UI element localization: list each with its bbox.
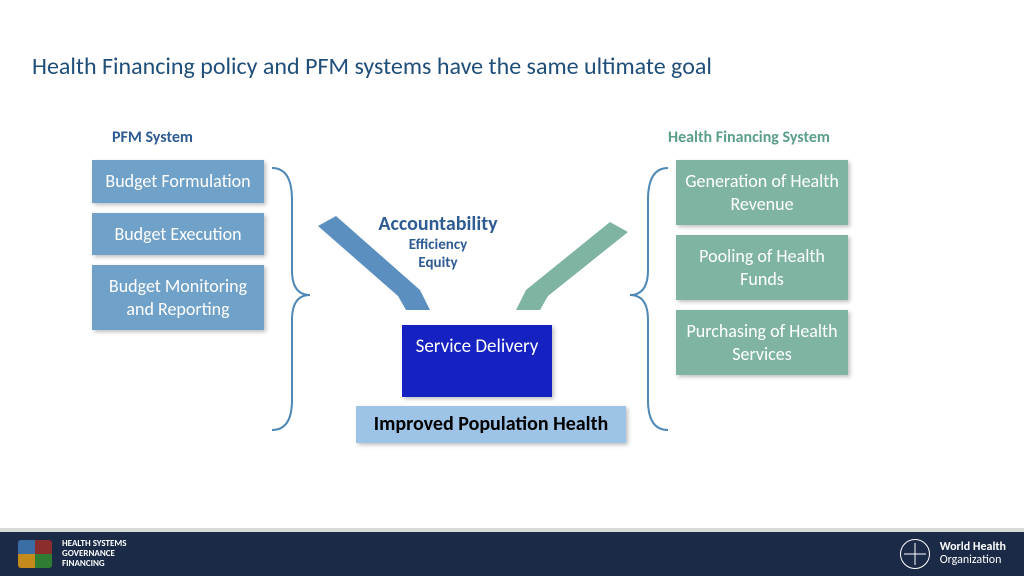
left-box-2: Budget Execution [92,213,264,256]
right-boxes: Generation of Health Revenue Pooling of … [676,160,848,385]
center-labels: Accountability Efficiency Equity [328,212,548,272]
hsgf-icon [18,540,52,568]
service-delivery-box: Service Delivery [402,325,552,397]
right-box-1: Generation of Health Revenue [676,160,848,225]
footer-bar: HEALTH SYSTEMS GOVERNANCE FINANCING Worl… [0,528,1024,576]
hsgf-text: HEALTH SYSTEMS GOVERNANCE FINANCING [62,539,127,569]
left-box-1: Budget Formulation [92,160,264,203]
center-label-3: Equity [328,254,548,272]
outcome-box: Improved Population Health [356,406,626,443]
who-emblem-icon [900,539,930,569]
left-boxes: Budget Formulation Budget Execution Budg… [92,160,264,340]
right-box-2: Pooling of Health Funds [676,235,848,300]
right-box-3: Purchasing of Health Services [676,310,848,375]
footer-right-logo: World Health Organization [900,539,1006,569]
who-text: World Health Organization [940,541,1006,566]
left-column-header: PFM System [112,128,193,147]
footer-content: HEALTH SYSTEMS GOVERNANCE FINANCING Worl… [0,532,1024,576]
right-bracket [630,168,668,430]
slide-title: Health Financing policy and PFM systems … [32,52,712,81]
left-box-3: Budget Monitoring and Reporting [92,265,264,330]
right-column-header: Health Financing System [668,128,830,147]
center-label-2: Efficiency [328,236,548,254]
hsgf-line3: FINANCING [62,559,127,569]
center-label-1: Accountability [328,212,548,236]
who-line2: Organization [940,554,1006,567]
footer-left-logo: HEALTH SYSTEMS GOVERNANCE FINANCING [18,539,127,569]
left-bracket [272,168,310,430]
